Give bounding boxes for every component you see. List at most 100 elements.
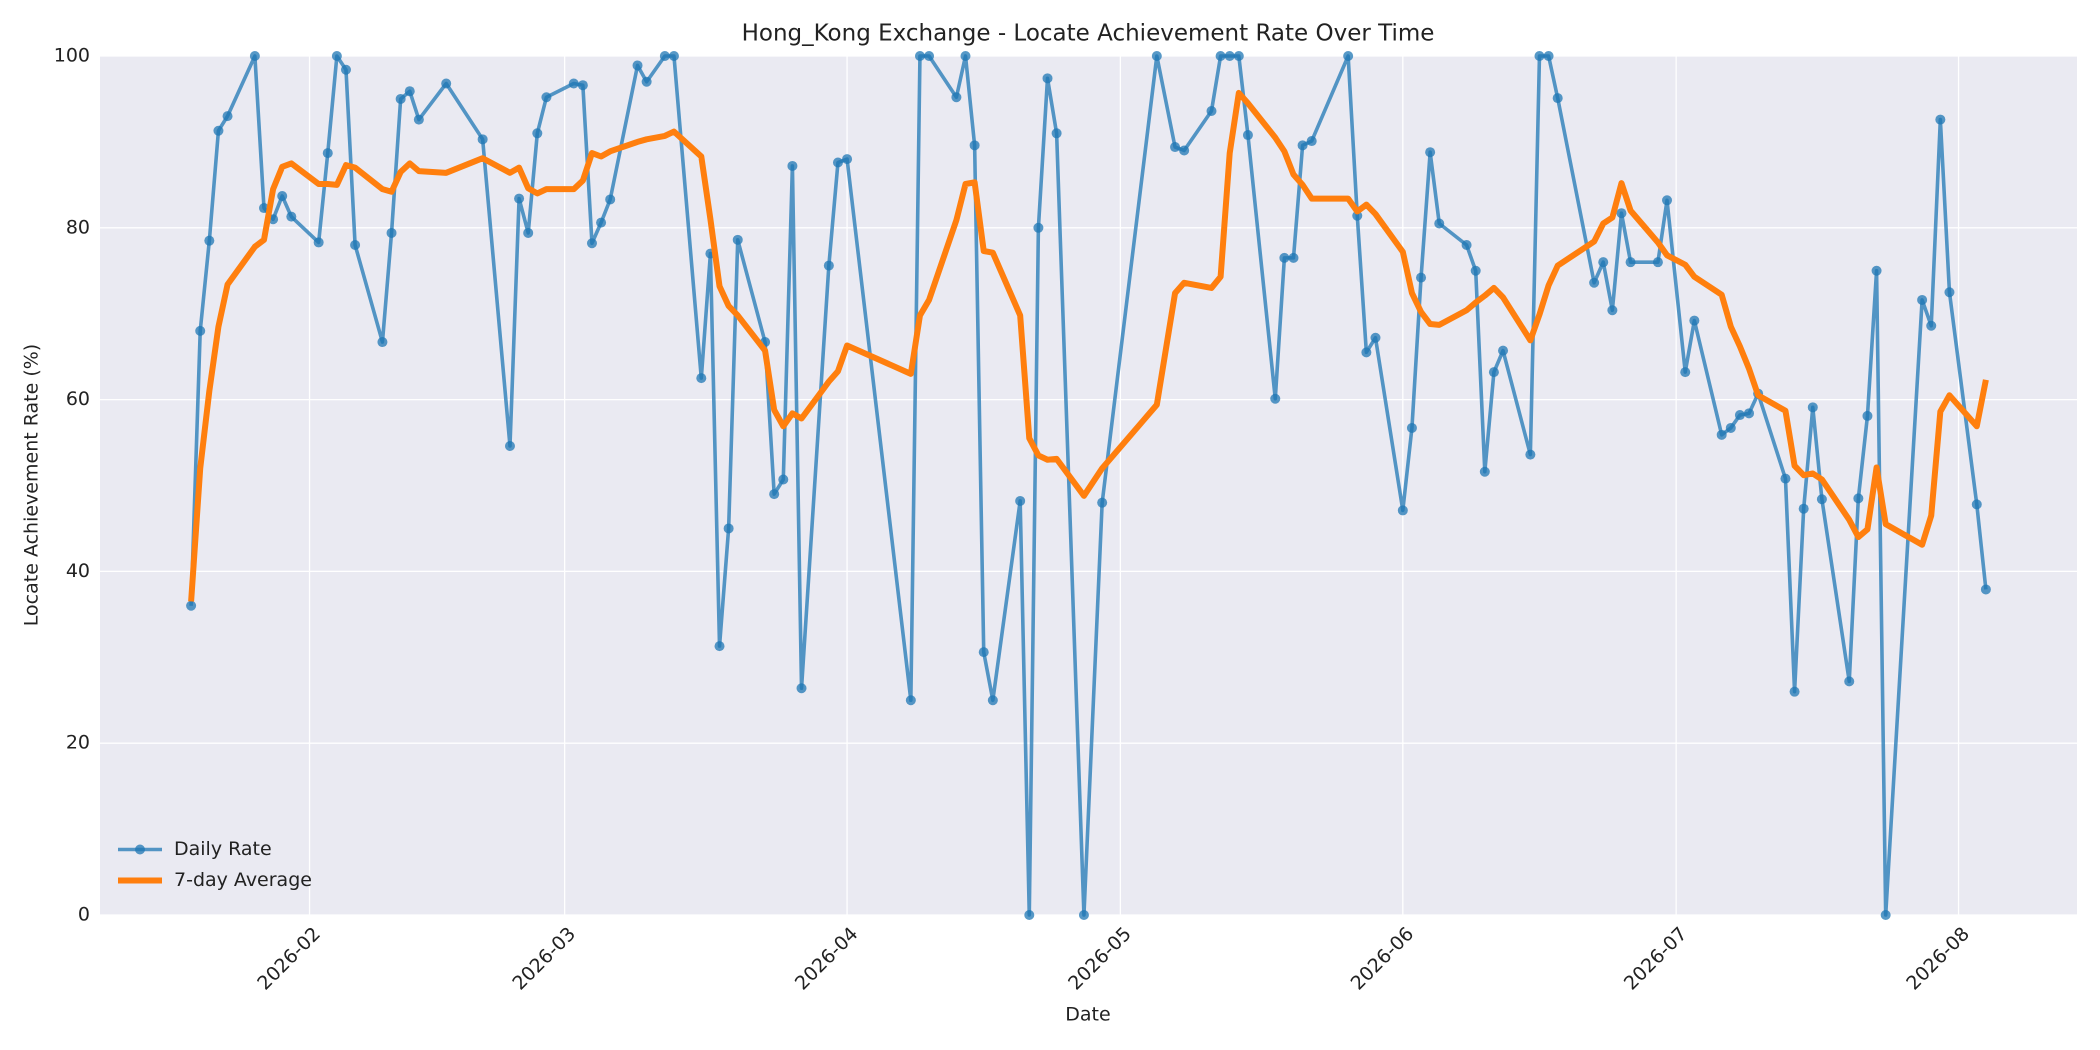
data-point bbox=[1242, 130, 1253, 141]
data-point bbox=[1944, 287, 1955, 298]
data-point bbox=[1662, 195, 1673, 206]
data-point bbox=[532, 128, 543, 139]
data-point bbox=[1798, 503, 1809, 514]
data-point bbox=[1725, 422, 1736, 433]
data-point bbox=[413, 114, 424, 125]
data-point bbox=[477, 134, 488, 145]
data-point bbox=[1871, 265, 1882, 276]
legend-marker bbox=[135, 844, 145, 855]
data-point bbox=[1434, 218, 1445, 229]
y-tick-label: 60 bbox=[66, 388, 90, 410]
data-point bbox=[987, 695, 998, 706]
x-tick-label: 2026-06 bbox=[1347, 923, 1419, 995]
x-tick-label: 2026-07 bbox=[1620, 923, 1692, 995]
data-point bbox=[1498, 345, 1509, 356]
data-point bbox=[377, 337, 388, 348]
data-point bbox=[714, 641, 725, 652]
data-point bbox=[732, 234, 743, 245]
data-point bbox=[832, 157, 843, 168]
data-point bbox=[186, 600, 197, 611]
data-point bbox=[1224, 51, 1235, 61]
data-point bbox=[195, 325, 206, 336]
data-point bbox=[1598, 257, 1609, 268]
data-point bbox=[842, 154, 853, 165]
data-point bbox=[1652, 257, 1663, 268]
data-point bbox=[1179, 145, 1190, 156]
data-point bbox=[969, 140, 980, 151]
data-point bbox=[577, 80, 588, 91]
data-point bbox=[1680, 367, 1691, 378]
data-point bbox=[441, 78, 452, 89]
data-point bbox=[1543, 51, 1554, 61]
marks bbox=[186, 51, 1991, 920]
data-point bbox=[1926, 320, 1937, 331]
data-point bbox=[1971, 499, 1982, 510]
data-point bbox=[659, 51, 670, 61]
chart-title: Hong_Kong Exchange - Locate Achievement … bbox=[742, 21, 1435, 47]
data-point bbox=[978, 647, 989, 658]
data-point bbox=[1470, 265, 1481, 276]
data-point bbox=[1151, 51, 1162, 61]
data-point bbox=[1853, 493, 1864, 504]
data-point bbox=[404, 86, 415, 97]
x-tick-label: 2026-08 bbox=[1902, 923, 1974, 995]
data-point bbox=[204, 235, 215, 246]
data-point bbox=[504, 440, 515, 451]
data-point bbox=[1534, 51, 1545, 61]
data-point bbox=[1935, 114, 1946, 125]
data-point bbox=[386, 227, 397, 238]
data-point bbox=[1716, 429, 1727, 440]
data-point bbox=[1042, 73, 1053, 84]
data-point bbox=[1416, 272, 1427, 283]
data-point bbox=[632, 60, 643, 71]
data-point bbox=[1789, 686, 1800, 697]
data-point bbox=[1097, 497, 1108, 508]
data-point bbox=[1297, 140, 1308, 151]
data-point bbox=[340, 64, 351, 75]
data-point bbox=[277, 191, 288, 202]
data-point bbox=[1552, 93, 1563, 104]
y-tick-label: 100 bbox=[54, 45, 90, 67]
data-point bbox=[395, 93, 406, 104]
data-point bbox=[1689, 315, 1700, 326]
data-point bbox=[213, 125, 224, 136]
data-point bbox=[1078, 910, 1089, 920]
data-point bbox=[1397, 505, 1408, 516]
data-point bbox=[1807, 402, 1818, 413]
y-tick-label: 0 bbox=[78, 904, 90, 926]
data-point bbox=[1461, 239, 1472, 250]
data-point bbox=[787, 160, 798, 171]
series-line bbox=[188, 89, 1989, 602]
data-point bbox=[778, 474, 789, 485]
data-point bbox=[1980, 584, 1991, 595]
data-point bbox=[1525, 449, 1536, 460]
data-point bbox=[1744, 408, 1755, 419]
data-point bbox=[960, 51, 971, 61]
data-point bbox=[1880, 910, 1891, 920]
data-point bbox=[1862, 410, 1873, 421]
y-tick-label: 40 bbox=[66, 560, 90, 582]
y-axis-label: Locate Achievement Rate (%) bbox=[21, 344, 43, 626]
data-point bbox=[1024, 910, 1035, 920]
data-point bbox=[1015, 495, 1026, 506]
data-point bbox=[1917, 294, 1928, 305]
grid bbox=[100, 55, 2077, 916]
data-point bbox=[823, 260, 834, 271]
data-point bbox=[951, 92, 962, 103]
data-point bbox=[1625, 257, 1636, 268]
data-point bbox=[222, 111, 233, 122]
data-point bbox=[1425, 147, 1436, 158]
data-point bbox=[1170, 142, 1181, 153]
x-tick-label: 2026-04 bbox=[791, 923, 863, 995]
data-point bbox=[796, 683, 807, 694]
y-tick-label: 80 bbox=[66, 216, 90, 238]
data-point bbox=[1270, 393, 1281, 404]
data-point bbox=[1233, 51, 1244, 61]
data-point bbox=[1370, 332, 1381, 343]
data-point bbox=[1361, 347, 1372, 358]
legend-label: Daily Rate bbox=[174, 838, 272, 860]
data-point bbox=[605, 194, 616, 205]
data-point bbox=[541, 92, 552, 103]
data-point bbox=[914, 51, 925, 61]
